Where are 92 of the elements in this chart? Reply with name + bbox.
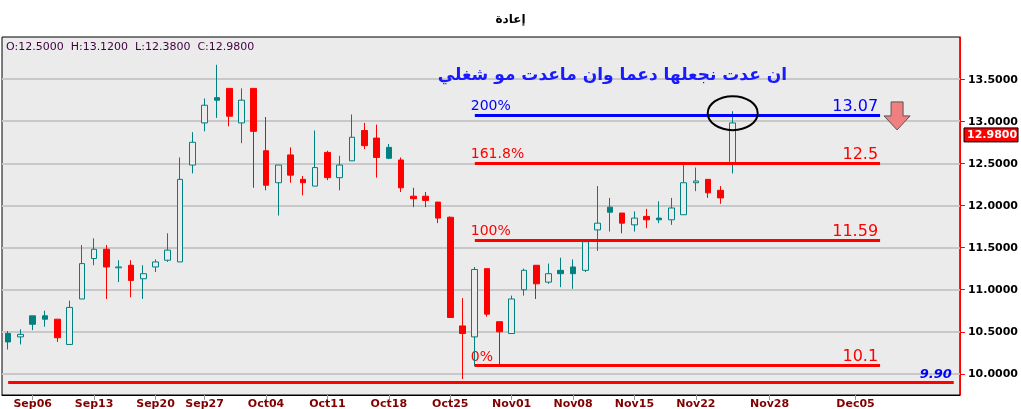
candlestick	[582, 241, 589, 273]
candlestick	[177, 156, 183, 263]
candlestick	[545, 263, 552, 285]
candlestick	[557, 257, 564, 288]
ref-line-label: 9.90	[919, 366, 952, 382]
candlestick	[91, 237, 97, 266]
candlestick	[656, 200, 662, 224]
candlestick	[79, 244, 85, 300]
x-tick-label: Oct18	[370, 397, 408, 409]
candlestick	[533, 264, 540, 300]
candlestick	[705, 178, 711, 199]
candlestick	[386, 143, 392, 160]
candlestick	[484, 268, 490, 318]
x-tick-label: Nov28	[749, 397, 790, 409]
y-tick-label: 12.5000	[967, 156, 1019, 170]
candlestick	[336, 155, 343, 191]
candlestick	[361, 122, 368, 150]
candlestick	[717, 185, 724, 205]
annotation: 100%	[470, 222, 511, 239]
candlestick	[447, 215, 454, 318]
chart-title: إعادة	[495, 12, 526, 26]
candlestick	[140, 264, 147, 300]
x-tick-label: Oct11	[309, 397, 346, 409]
y-tick-label: 11.0000	[967, 283, 1019, 297]
annotation: ان عدت نجعلها دعما وان ماعدت مو شغلي	[437, 63, 787, 85]
candlestick	[410, 187, 417, 208]
candlestick	[226, 87, 233, 127]
candlestick	[275, 164, 282, 217]
candlestick	[42, 310, 48, 328]
x-tick-label: Sep13	[74, 397, 114, 409]
candlestick	[422, 191, 429, 208]
annotation: O:12.5000 H:13.1200 L:12.3800 C:12.9800	[6, 40, 255, 53]
candlestick	[668, 197, 675, 226]
candlestick	[398, 156, 404, 193]
candlestick	[607, 197, 613, 233]
y-tick-label: 10.0000	[967, 367, 1019, 381]
candlestick	[66, 300, 73, 345]
candlestick	[54, 318, 61, 343]
candlestick	[300, 175, 306, 196]
candlestick	[594, 185, 601, 252]
candlestick	[729, 110, 736, 174]
candlestick	[435, 201, 441, 224]
candlestick	[459, 297, 466, 380]
candlestick	[643, 208, 650, 229]
annotation: 161.8%	[470, 145, 525, 162]
candlestick	[250, 87, 257, 189]
candlestick	[103, 244, 110, 300]
y-tick-label: 13.5000	[967, 72, 1019, 86]
candlestick	[693, 167, 699, 192]
candlestick	[263, 116, 269, 191]
x-tick-label: Dec05	[836, 397, 875, 409]
x-tick-label: Nov01	[492, 397, 532, 409]
candlestick	[5, 330, 11, 351]
candlestick	[128, 259, 134, 298]
candlestick	[312, 130, 318, 187]
ref-line-label: 11.59	[832, 220, 879, 240]
text: 12.9800	[967, 128, 1018, 142]
x-tick-label: Sep20	[136, 397, 176, 409]
x-tick-label: Sep27	[185, 397, 224, 409]
candlestick	[324, 150, 331, 181]
candlestick	[287, 146, 294, 184]
candlestick	[238, 87, 245, 144]
candlestick	[214, 64, 220, 119]
candlestick	[115, 259, 122, 283]
candlestick	[17, 328, 24, 345]
y-tick-label: 11.5000	[967, 241, 1019, 255]
y-tick-label: 13.0000	[967, 114, 1019, 128]
y-tick-label: 10.5000	[967, 325, 1019, 339]
ref-line-label: 10.1	[842, 346, 879, 366]
candlestick	[521, 268, 527, 297]
x-tick-label: Oct25	[432, 397, 469, 409]
ref-line-label: 13.07	[832, 95, 879, 115]
candlestick	[29, 315, 36, 331]
candlestick	[680, 164, 687, 216]
candlestick	[189, 131, 196, 174]
candlestick	[201, 97, 208, 132]
candlestick	[373, 124, 380, 179]
x-tick-label: Nov08	[553, 397, 593, 409]
annotation: 200%	[470, 97, 511, 114]
candlestick	[349, 114, 355, 162]
candlestick	[164, 232, 171, 263]
x-tick-label: Nov22	[676, 397, 716, 409]
x-tick-label: Sep06	[13, 397, 53, 409]
y-tick-label: 12.0000	[967, 198, 1019, 212]
candlestick	[152, 258, 159, 273]
ref-line-label: 12.5	[842, 143, 879, 163]
x-tick-label: Nov15	[614, 397, 655, 409]
x-tick-label: Oct04	[247, 397, 285, 409]
candlestick	[631, 210, 638, 233]
candlestick	[570, 258, 576, 290]
candlestick	[619, 212, 625, 234]
candlestick	[508, 295, 515, 335]
